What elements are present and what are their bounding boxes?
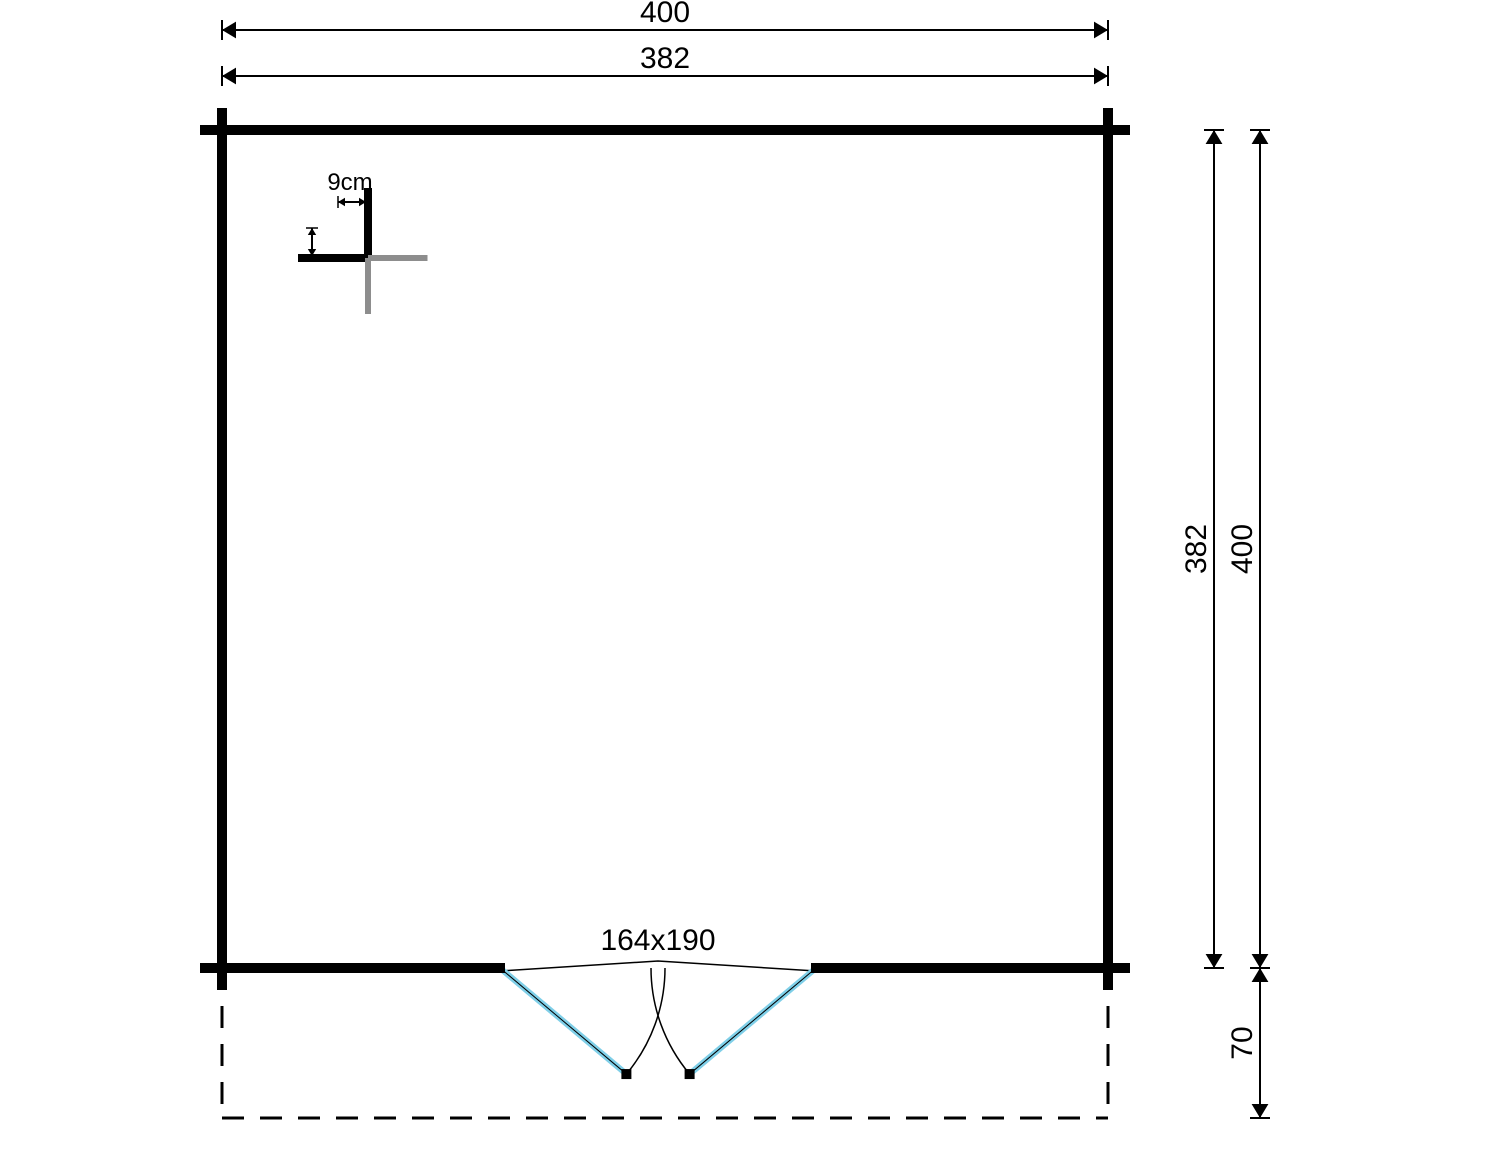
dim-right-inner-label: 382 [1180, 524, 1213, 574]
dim-right-outer-label: 400 [1226, 524, 1259, 574]
door-threshold [500, 961, 816, 971]
dim-right-porch-label: 70 [1226, 1026, 1259, 1059]
corner-detail-label: 9cm [327, 169, 372, 196]
dim-top-inner-label: 382 [640, 42, 690, 75]
dim-top-outer-label: 400 [640, 0, 690, 29]
door-size-label: 164x190 [600, 924, 715, 957]
